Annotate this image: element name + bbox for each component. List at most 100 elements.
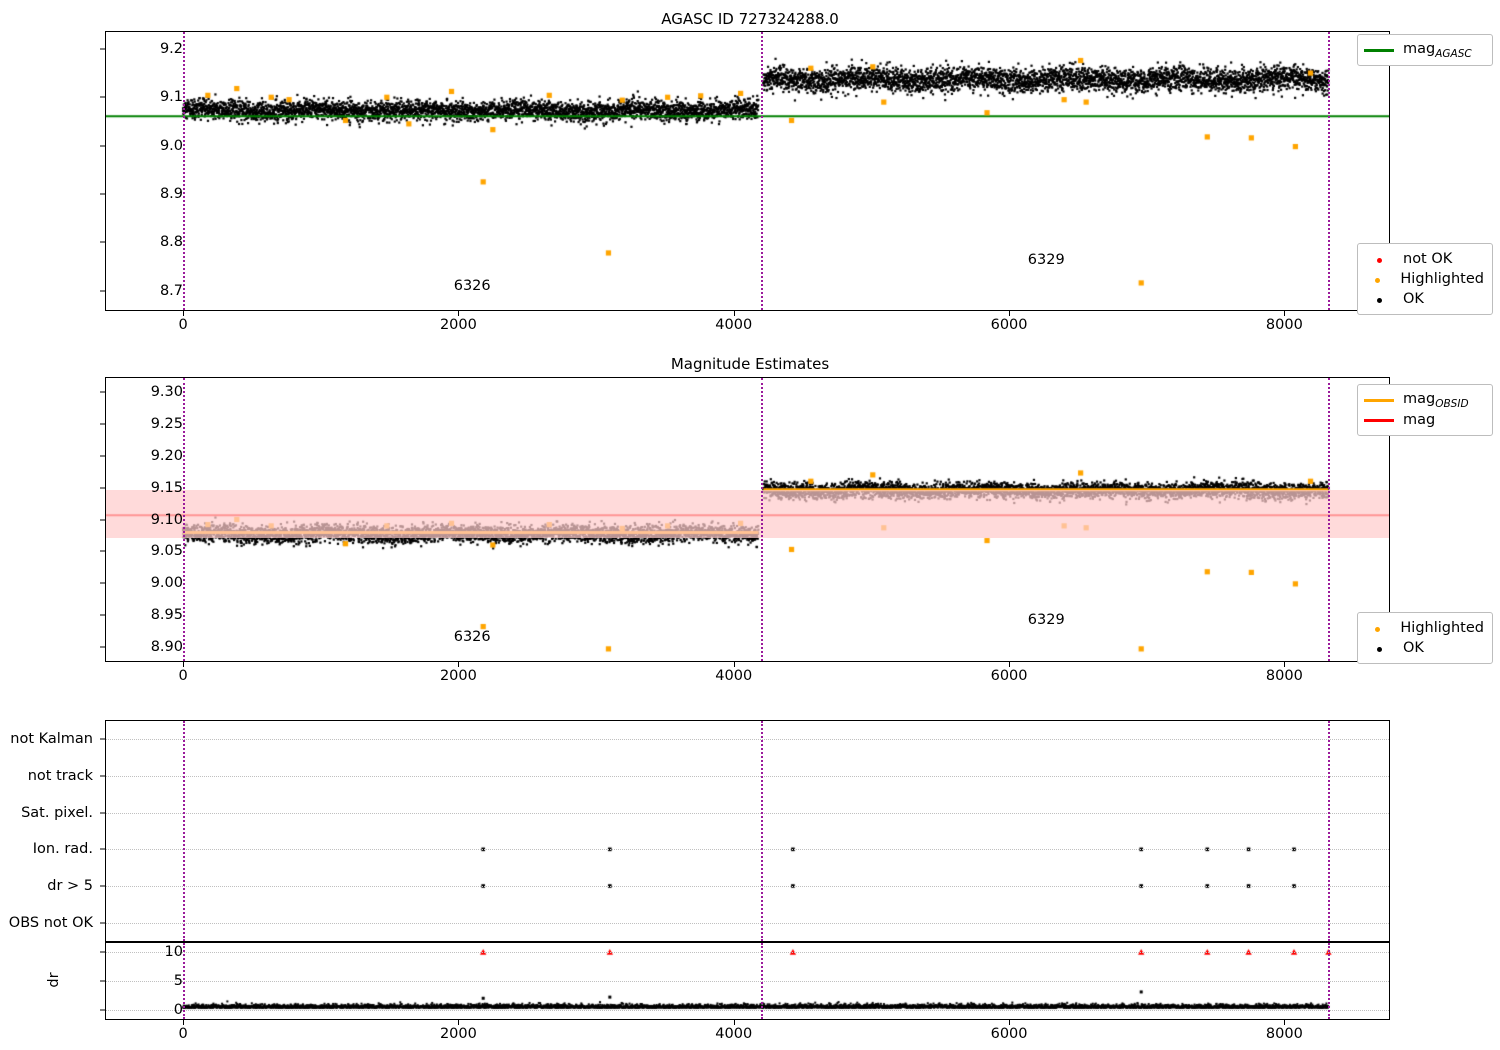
y-axis-tick-mark (100, 241, 105, 243)
x-axis-tick-mark (733, 311, 735, 316)
obsid-divider-line (183, 378, 186, 661)
flag-category-label: OBS not OK (8, 914, 93, 931)
flag-category-label: dr > 5 (47, 878, 93, 894)
legend-label: not OK (1403, 251, 1453, 267)
p3-plot-canvas (106, 721, 1389, 941)
obsid-divider-line (760, 378, 763, 661)
y-axis-tick-mark (100, 519, 105, 520)
y-axis-tick-label: 8.8 (159, 234, 183, 251)
legend-label: magAGASC (1403, 40, 1472, 60)
x-axis-tick-label: 0 (178, 317, 188, 333)
flag-gridline (106, 812, 1389, 814)
x-axis-tick-mark (1284, 311, 1286, 316)
legend-swatch-dot (1364, 270, 1391, 289)
x-axis-tick-mark (183, 1020, 185, 1025)
x-axis-tick-mark (458, 662, 460, 667)
y-axis-tick-label: 8.95 (150, 607, 183, 624)
flag-category-label: Sat. pixel. (21, 804, 93, 821)
x-axis-tick-label: 4000 (715, 1026, 753, 1042)
y-axis-tick-label: 9.00 (150, 575, 183, 592)
legend-label: OK (1403, 291, 1424, 307)
obsid-annotation: 6329 (1027, 251, 1065, 268)
y-axis-tick-mark (100, 145, 105, 147)
legend-swatch-line (1364, 48, 1394, 52)
magnitude-estimates-panel (105, 377, 1390, 662)
middle-panel-title: Magnitude Estimates (670, 355, 830, 373)
x-axis-tick-mark (1009, 1020, 1011, 1025)
dr-gridline (106, 952, 1389, 954)
x-axis-tick-mark (1009, 662, 1011, 667)
y-axis-tick-label: 9.30 (150, 384, 183, 401)
legend-swatch-line (1364, 398, 1394, 402)
flag-gridline (106, 886, 1389, 887)
y-axis-tick-label: 5 (173, 973, 183, 989)
legend-label: Highlighted (1400, 620, 1484, 636)
x-axis-tick-mark (458, 1020, 460, 1025)
legend-item-ok: OK (1364, 289, 1484, 309)
x-axis-tick-label: 8000 (1265, 1026, 1303, 1042)
legend-swatch-dot (1364, 250, 1394, 269)
obsid-annotation: 6326 (453, 629, 491, 645)
x-axis-tick-mark (733, 662, 735, 667)
flag-gridline (106, 739, 1389, 741)
x-axis-tick-label: 8000 (1265, 668, 1303, 684)
flag-category-label: not Kalman (10, 731, 93, 748)
legend-markers-top: not OK Highlighted OK (1357, 243, 1493, 315)
y-axis-tick-mark (100, 290, 105, 292)
y-axis-tick-mark (100, 738, 105, 740)
dr-gridline (106, 1009, 1389, 1011)
y-axis-tick-mark (100, 775, 105, 777)
y-axis-tick-mark (100, 848, 105, 850)
legend-swatch-line (1364, 418, 1394, 422)
legend-label: magOBSID (1403, 390, 1469, 410)
y-axis-tick-mark (100, 951, 105, 953)
y-axis-tick-mark (100, 922, 105, 924)
y-axis-tick-mark (100, 1009, 105, 1011)
y-axis-tick-label: 9.25 (150, 415, 183, 432)
legend-item-mag-obsid: magOBSID (1364, 390, 1484, 410)
p1-plot-canvas (106, 32, 1389, 310)
y-axis-tick-mark (100, 646, 105, 648)
mag-uncertainty-band (106, 490, 1389, 539)
legend-swatch-dot (1364, 290, 1394, 309)
x-axis-tick-label: 4000 (715, 317, 753, 333)
x-axis-tick-label: 0 (178, 1026, 188, 1042)
figure-title: AGASC ID 727324288.0 (661, 10, 839, 28)
y-axis-tick-label: 0 (173, 1001, 183, 1018)
y-axis-tick-mark (100, 487, 105, 489)
x-axis-tick-label: 2000 (439, 317, 477, 333)
y-axis-tick-mark (100, 550, 105, 552)
legend-item-ok: OK (1364, 638, 1484, 658)
x-axis-tick-label: 0 (178, 668, 188, 684)
obsid-divider-line (183, 32, 186, 310)
x-axis-tick-mark (458, 311, 460, 316)
y-axis-tick-mark (100, 885, 105, 887)
legend-markers-middle: Highlighted OK (1357, 612, 1493, 664)
dr-panel (105, 942, 1390, 1020)
x-axis-tick-label: 2000 (439, 668, 477, 684)
flag-gridline (106, 776, 1389, 777)
y-axis-tick-mark (100, 391, 105, 393)
y-axis-tick-mark (100, 582, 105, 584)
legend-item-highlighted: Highlighted (1364, 618, 1484, 638)
legend-item-mag-agasc: magAGASC (1364, 40, 1484, 60)
x-axis-tick-label: 4000 (715, 668, 753, 684)
legend-swatch-dot (1364, 639, 1394, 658)
y-axis-tick-mark (100, 423, 105, 425)
y-axis-tick-label: 9.1 (159, 89, 183, 106)
obsid-divider-line (760, 32, 763, 310)
legend-mag-agasc: magAGASC (1357, 34, 1493, 66)
y-axis-tick-label: 9.2 (159, 40, 183, 57)
x-axis-tick-label: 6000 (990, 668, 1028, 684)
y-axis-tick-label: 9.10 (150, 511, 183, 528)
flag-category-label: not track (27, 768, 93, 784)
obsid-divider-line (1328, 32, 1331, 310)
y-axis-tick-mark (100, 455, 105, 457)
x-axis-tick-mark (183, 662, 185, 667)
dr-axis-label: dr (46, 972, 62, 988)
legend-item-not-ok: not OK (1364, 249, 1484, 269)
obsid-divider-line (183, 943, 186, 1019)
y-axis-tick-label: 10 (164, 944, 183, 961)
agasc-magnitude-panel (105, 31, 1390, 311)
